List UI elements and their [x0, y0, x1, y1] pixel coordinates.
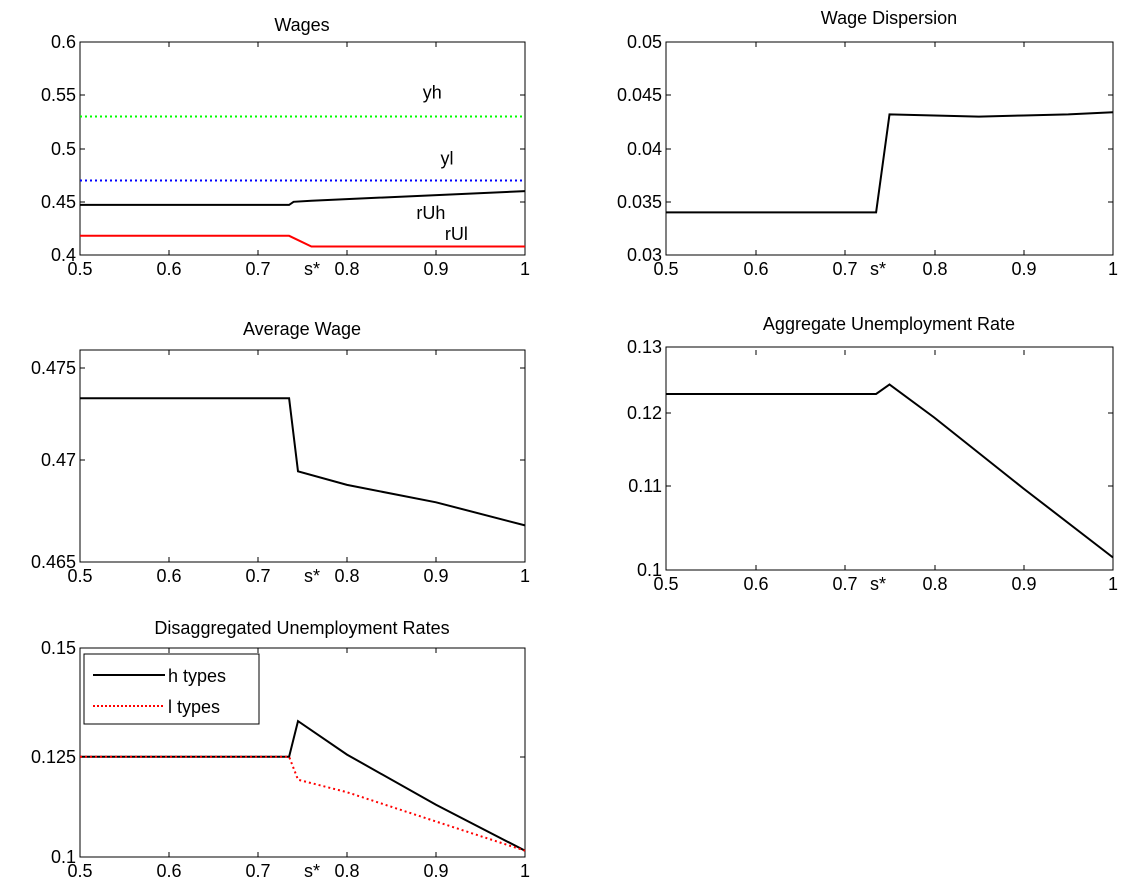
average-wage-xtick-label: 0.9: [423, 566, 448, 586]
aggregate-unemployment-ytick-label: 0.13: [627, 337, 662, 357]
wages-series-group: [80, 115, 526, 248]
wages-ytick-label: 0.45: [41, 192, 76, 212]
average-wage-ytick-label: 0.475: [31, 358, 76, 378]
disaggregated-unemployment-axis-ticks: 0.5 0.6 0.7 s* 0.8 0.9 1 0.1 0.125 0.15: [31, 638, 530, 881]
wages-ytick-label: 0.55: [41, 85, 76, 105]
average-wage-xtick-label: 0.5: [67, 566, 92, 586]
wage-dispersion-axis-ticks: 0.5 0.6 0.7 s* 0.8 0.9 1 0.03 0.035 0.04 0.045 0.05: [617, 32, 1118, 279]
wage-dispersion-ytick-label: 0.05: [627, 32, 662, 52]
wage-dispersion-xtick-label: 0.9: [1011, 259, 1036, 279]
disaggregated-unemployment-xtick-label: 0.6: [156, 861, 181, 881]
wage-dispersion-ytick-label: 0.04: [627, 139, 662, 159]
aggregate-unemployment-xtick-label: 0.9: [1011, 574, 1036, 594]
average-wage-series-group: [80, 397, 526, 527]
average-wage-xtick-label: s*: [304, 566, 320, 586]
disaggregated-unemployment-ytick-label: 0.125: [31, 747, 76, 767]
wage-dispersion-ytick-label: 0.045: [617, 85, 662, 105]
aggregate-unemployment-title: Aggregate Unemployment Rate: [763, 314, 1015, 334]
wages-title: Wages: [274, 15, 329, 35]
aggregate-unemployment-xtick-label: 0.8: [922, 574, 947, 594]
wages-axis-ticks: 0.5 0.6 0.7 s* 0.8 0.9 1 0.4 0.45 0.5 0.55 0.6: [41, 32, 530, 279]
disaggregated-unemployment-xtick-label: 0.9: [423, 861, 448, 881]
legend-box: [83, 653, 260, 725]
average-wage-series-0-line: [80, 397, 526, 527]
aggregate-unemployment-series-0-line: [666, 383, 1114, 559]
average-wage-title: Average Wage: [243, 319, 361, 339]
wages-label-yl: yl: [441, 149, 454, 169]
aggregate-unemployment-series-group: [666, 383, 1114, 559]
wages-xtick-label: 0.5: [67, 259, 92, 279]
disaggregated-unemployment-xtick-label: 0.7: [245, 861, 270, 881]
wage-dispersion-xtick-label: 1: [1108, 259, 1118, 279]
wage-dispersion-xtick-label: 0.7: [832, 259, 857, 279]
aggregate-unemployment-xtick-label: 0.5: [653, 574, 678, 594]
wage-dispersion-plot-area: [665, 41, 1114, 256]
disaggregated-unemployment-xtick-label: s*: [304, 861, 320, 881]
panel-wage-dispersion: Wage Dispersion 0.5 0.6 0.7 s* 0.8 0.9 10.030.…: [617, 8, 1118, 279]
average-wage-xtick-label: 1: [520, 566, 530, 586]
wage-dispersion-series-0-line: [666, 111, 1114, 214]
average-wage-ytick-label: 0.465: [31, 552, 76, 572]
legend: h types l types: [83, 653, 260, 725]
wage-dispersion-ytick-label: 0.03: [627, 245, 662, 265]
wages-xtick-label: 0.6: [156, 259, 181, 279]
wage-dispersion-xtick-label: 0.8: [922, 259, 947, 279]
disaggregated-unemployment-ytick-label: 0.1: [51, 847, 76, 867]
wages-label-yh: yh: [423, 82, 442, 102]
wages-plot-area: [79, 41, 526, 256]
wages-xtick-label: 0.9: [423, 259, 448, 279]
wage-dispersion-title: Wage Dispersion: [821, 8, 957, 28]
aggregate-unemployment-xtick-label: 0.7: [832, 574, 857, 594]
wages-label-rul: rUl: [445, 224, 468, 244]
disaggregated-unemployment-xtick-label: 1: [520, 861, 530, 881]
aggregate-unemployment-ytick-label: 0.11: [628, 476, 662, 496]
wages-label-ruh: rUh: [416, 203, 445, 223]
wage-dispersion-series-group: [666, 111, 1114, 214]
panel-disaggregated-unemployment: Disaggregated Unemployment Rates 0.5 0.6 0…: [31, 618, 530, 881]
aggregate-unemployment-plot-area: [665, 346, 1114, 571]
aggregate-unemployment-ytick-label: 0.1: [637, 560, 662, 580]
wages-xtick-label: 0.7: [245, 259, 270, 279]
wages-xtick-label: 0.8: [334, 259, 359, 279]
disaggregated-unemployment-series-group: [80, 719, 526, 852]
wages-xtick-label: s*: [304, 259, 320, 279]
wages-ytick-label: 0.5: [51, 139, 76, 159]
aggregate-unemployment-xtick-label: s*: [870, 574, 886, 594]
panel-wages: Wages 0.5 0.6 0.7 s* 0.8 0.9 10.40.450.50.550.…: [41, 15, 530, 279]
average-wage-xtick-label: 0.6: [156, 566, 181, 586]
disaggregated-unemployment-xtick-label: 0.8: [334, 861, 359, 881]
wage-dispersion-ytick-label: 0.035: [617, 192, 662, 212]
average-wage-xtick-label: 0.8: [334, 566, 359, 586]
wage-dispersion-xtick-label: s*: [870, 259, 886, 279]
disaggregated-unemployment-title: Disaggregated Unemployment Rates: [154, 618, 449, 638]
wages-xtick-label: 1: [520, 259, 530, 279]
average-wage-plot-area: [79, 349, 526, 563]
wages-ytick-label: 0.4: [51, 245, 76, 265]
legend-label-h-types: h types: [168, 666, 226, 686]
average-wage-axis-ticks: 0.5 0.6 0.7 s* 0.8 0.9 1 0.465 0.47 0.475: [31, 350, 530, 586]
disaggregated-unemployment-xtick-label: 0.5: [67, 861, 92, 881]
aggregate-unemployment-axis-ticks: 0.5 0.6 0.7 s* 0.8 0.9 1 0.1 0.11 0.12 0.13: [627, 337, 1118, 594]
legend-label-l-types: l types: [168, 697, 220, 717]
panel-average-wage: Average Wage 0.5 0.6 0.7 s* 0.8 0.9 1 0.465 0.47…: [31, 319, 530, 586]
average-wage-ytick-label: 0.47: [41, 450, 76, 470]
wages-series-ruh-line: [80, 190, 526, 206]
disaggregated-unemployment-series-h-types-line: [80, 719, 526, 852]
average-wage-xtick-label: 0.7: [245, 566, 270, 586]
disaggregated-unemployment-ytick-label: 0.15: [41, 638, 76, 658]
panel-aggregate-unemployment: Aggregate Unemployment Rate 0.5 0.6 0.7 s* 0…: [627, 314, 1118, 594]
aggregate-unemployment-xtick-label: 0.6: [743, 574, 768, 594]
wages-ytick-label: 0.6: [51, 32, 76, 52]
wages-series-rul-line: [80, 234, 525, 248]
wage-dispersion-xtick-label: 0.6: [743, 259, 768, 279]
aggregate-unemployment-ytick-label: 0.12: [627, 403, 662, 423]
wage-dispersion-xtick-label: 0.5: [653, 259, 678, 279]
aggregate-unemployment-xtick-label: 1: [1108, 574, 1118, 594]
